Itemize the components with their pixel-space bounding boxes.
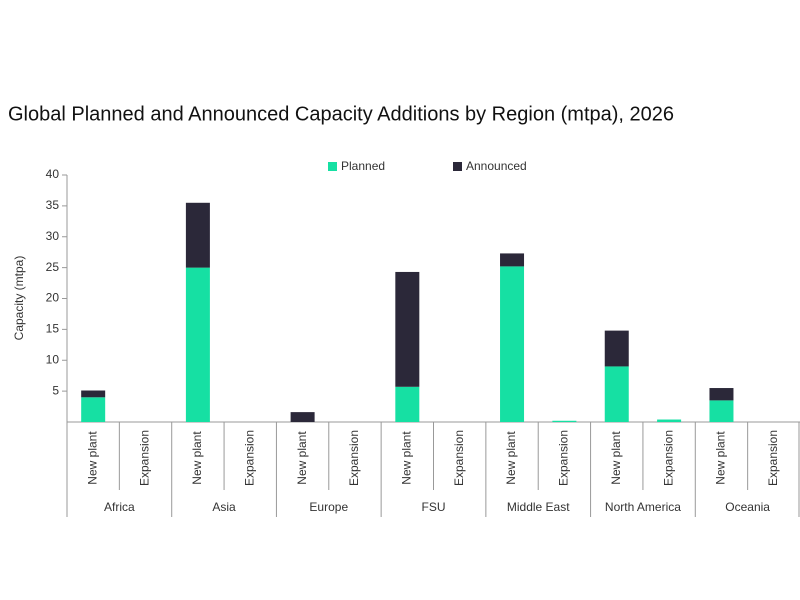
bar-segment <box>500 266 525 422</box>
x-tick-label: Expansion <box>452 430 466 486</box>
group-label: Africa <box>104 500 135 514</box>
x-tick-label: Expansion <box>138 430 152 486</box>
bar-segment <box>604 330 629 367</box>
y-tick-label: 10 <box>46 352 60 366</box>
y-tick-label: 25 <box>46 260 60 274</box>
legend-label: Announced <box>466 159 527 173</box>
x-tick-label: Expansion <box>347 430 361 486</box>
bar-segment <box>81 397 106 422</box>
bar-segment <box>709 388 734 401</box>
y-tick-label: 15 <box>46 322 60 336</box>
bar-segment <box>395 271 420 387</box>
bar-segment <box>185 202 210 268</box>
legend-swatch <box>328 162 337 171</box>
bar-segment <box>657 419 682 422</box>
y-tick-label: 30 <box>46 229 60 243</box>
x-tick-label: New plant <box>399 431 413 485</box>
x-tick-label: New plant <box>295 431 309 485</box>
group-label: Europe <box>309 500 348 514</box>
x-tick-label: New plant <box>85 431 99 485</box>
group-label: North America <box>605 500 681 514</box>
bar-segment <box>604 366 629 422</box>
x-tick-label: Expansion <box>557 430 571 486</box>
group-label: Asia <box>212 500 236 514</box>
bar-segment <box>395 386 420 422</box>
group-label: FSU <box>422 500 446 514</box>
bar-segment <box>500 253 525 267</box>
x-tick-label: Expansion <box>661 430 675 486</box>
bar-segment <box>709 400 734 422</box>
legend-swatch <box>453 162 462 171</box>
y-axis-label: Capacity (mtpa) <box>12 256 26 341</box>
y-tick-label: 35 <box>46 198 60 212</box>
bar-segment <box>290 412 315 422</box>
bar-segment <box>185 267 210 422</box>
chart-title: Global Planned and Announced Capacity Ad… <box>8 103 674 125</box>
x-tick-label: New plant <box>609 431 623 485</box>
x-tick-label: New plant <box>504 431 518 485</box>
x-tick-label: Expansion <box>766 430 780 486</box>
y-tick-label: 5 <box>52 383 59 397</box>
legend-label: Planned <box>341 159 385 173</box>
bar-segment <box>552 420 577 422</box>
x-tick-label: New plant <box>190 431 204 485</box>
x-tick-label: New plant <box>714 431 728 485</box>
bar-segment <box>81 390 106 398</box>
group-label: Oceania <box>725 500 770 514</box>
y-tick-label: 40 <box>46 167 60 181</box>
group-label: Middle East <box>507 500 570 514</box>
x-tick-label: Expansion <box>242 430 256 486</box>
y-tick-label: 20 <box>46 291 60 305</box>
